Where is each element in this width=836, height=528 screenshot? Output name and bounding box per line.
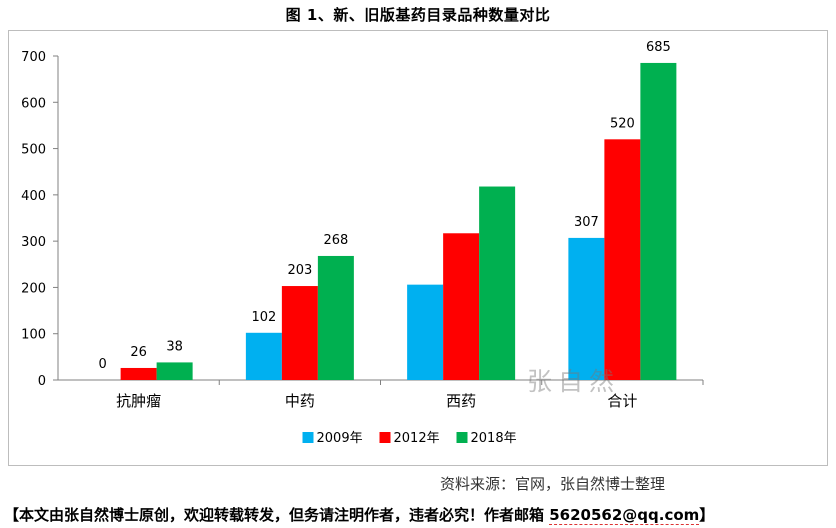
data-label: 520 — [610, 116, 635, 131]
bar-2009年-合计 — [568, 237, 605, 380]
x-tick-label: 抗肿瘤 — [116, 392, 161, 410]
y-tick-label: 600 — [21, 96, 46, 111]
legend-label: 2018年 — [471, 431, 517, 446]
legend-swatch-2018年 — [456, 432, 468, 443]
y-tick-label: 0 — [38, 374, 46, 389]
y-tick-label: 400 — [21, 189, 46, 204]
bar-2018年-合计 — [640, 62, 677, 380]
y-tick-label: 200 — [21, 281, 46, 296]
x-tick-label: 中药 — [285, 392, 315, 410]
watermark: 张自然 — [527, 367, 621, 396]
y-tick-label: 100 — [21, 328, 46, 343]
legend-label: 2009年 — [317, 431, 363, 446]
data-label: 307 — [574, 215, 599, 230]
bar-2012年-西药 — [443, 233, 480, 380]
x-tick-label: 西药 — [446, 392, 476, 410]
data-label: 203 — [287, 263, 312, 278]
bar-2012年-抗肿瘤 — [120, 367, 157, 380]
chart-title: 图 1、新、旧版基药目录品种数量对比 — [285, 6, 551, 24]
bar-2018年-中药 — [317, 255, 354, 380]
y-tick-label: 300 — [21, 235, 46, 250]
notice-text: 【本文由张自然博士原创，欢迎转载转发，但务请注明作者，违者必究！作者邮箱 — [4, 506, 550, 524]
data-label: 102 — [251, 310, 276, 325]
bar-2012年-中药 — [281, 286, 318, 380]
data-label: 268 — [323, 233, 348, 248]
data-label: 38 — [166, 339, 183, 354]
bar-2009年-西药 — [407, 284, 444, 380]
legend-swatch-2012年 — [379, 432, 391, 443]
notice-end: 】 — [699, 506, 715, 524]
source-note: 资料来源：官网，张自然博士整理 — [440, 475, 666, 493]
legend-label: 2012年 — [394, 431, 440, 446]
bar-2018年-抗肿瘤 — [156, 362, 193, 380]
y-tick-label: 500 — [21, 143, 46, 158]
x-tick-label: 合计 — [607, 392, 637, 410]
data-label: 685 — [646, 40, 671, 55]
legend-swatch-2009年 — [302, 432, 314, 443]
data-label: 26 — [130, 345, 147, 360]
copyright-notice: 【本文由张自然博士原创，欢迎转载转发，但务请注明作者，违者必究！作者邮箱 562… — [4, 504, 714, 525]
bar-2009年-中药 — [245, 332, 282, 380]
author-email[interactable]: 5620562@qq.com — [549, 506, 700, 525]
chart-frame — [8, 30, 828, 466]
data-label: 0 — [98, 357, 106, 372]
bar-2012年-合计 — [604, 139, 641, 380]
bar-2018年-西药 — [479, 186, 516, 380]
y-tick-label: 700 — [21, 50, 46, 65]
